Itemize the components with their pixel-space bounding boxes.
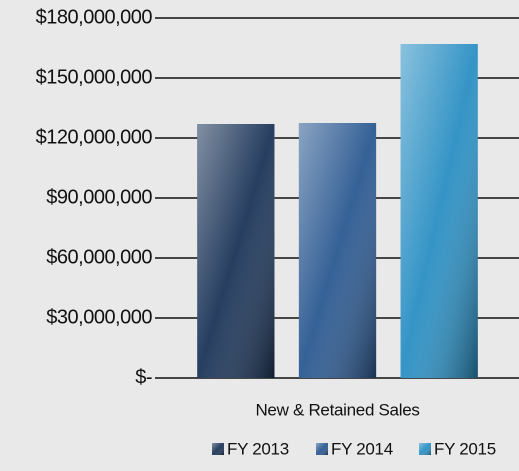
y-tick-label: $180,000,000 <box>36 6 153 28</box>
y-tick-label: $60,000,000 <box>46 246 152 268</box>
y-tick-label: $120,000,000 <box>36 126 153 148</box>
legend-swatch-shine <box>316 443 328 455</box>
y-tick-label: $90,000,000 <box>46 186 152 208</box>
y-tick-label: $30,000,000 <box>46 306 152 328</box>
y-tick-label: $150,000,000 <box>36 66 153 88</box>
legend-label: FY 2014 <box>331 439 393 458</box>
legend-label: FY 2013 <box>227 439 289 458</box>
x-tick-label: New & Retained Sales <box>255 400 419 419</box>
legend-label: FY 2015 <box>434 439 496 458</box>
bar-shine <box>400 44 478 378</box>
bar-shine <box>298 123 377 378</box>
legend-swatch-shine <box>419 443 431 455</box>
y-tick-label: $- <box>135 366 152 388</box>
legend-swatch-shine <box>212 443 224 455</box>
bar-shine <box>197 124 275 378</box>
